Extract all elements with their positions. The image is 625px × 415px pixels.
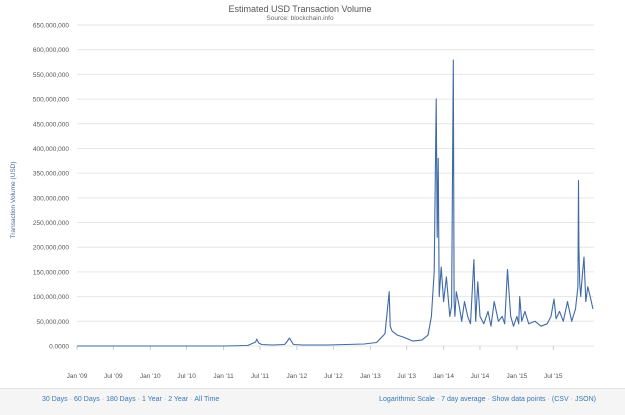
x-tick-label: Jan '13 [360,373,381,380]
separator: · [436,396,440,403]
y-tick-label: 600,000,000 [33,47,70,54]
y-tick-label: 550,000,000 [33,72,70,79]
y-tick-label: 50,000,000 [36,319,69,326]
x-tick-label: Jan '12 [286,373,307,380]
show-data-points-link[interactable]: Show data points [491,396,546,403]
range-2-year-link[interactable]: 2 Year [168,396,189,403]
range-all-time-link[interactable]: All Time [194,396,220,403]
transaction-volume-chart: Estimated USD Transaction Volume Source:… [10,4,594,380]
range-1-year-link[interactable]: 1 Year [141,396,162,403]
chart-container: Estimated USD Transaction Volume Source:… [10,4,594,380]
range-60-days-link[interactable]: 60 Days [74,396,100,403]
x-tick-label: Jul '14 [471,373,490,380]
x-tick-label: Jul '09 [104,373,123,380]
y-tick-label: 300,000,000 [33,195,70,202]
y-tick-label: 400,000,000 [33,146,70,153]
json-link[interactable]: JSON [574,396,594,403]
y-axis-label: Transaction Volume (USD) [10,161,17,238]
series-line [77,59,594,347]
y-tick-label: 200,000,000 [33,245,70,252]
y-tick-label: 450,000,000 [33,121,70,128]
x-tick-label: Jul '11 [251,373,269,380]
time-range-links: 30 Days · 60 Days · 180 Days · 1 Year · 2 Year · A… [42,396,219,403]
separator: · [570,396,573,403]
y-tick-label: 650,000,000 [33,23,70,30]
x-tick-label: Jan '14 [433,373,454,380]
logarithmic-scale-link[interactable]: Logarithmic Scale [379,396,435,403]
x-tick-label: Jul '10 [177,373,196,380]
x-tick-label: Jul '13 [397,373,416,380]
separator: · [137,396,140,403]
x-axis: Jan '09 Jul '09 Jan '10 Jul '10 Jan '11 Jul '… [67,346,563,380]
paren-open: ( [551,396,555,403]
separator: · [487,396,490,403]
y-tick-label: 350,000,000 [33,171,70,178]
chart-title: Estimated USD Transaction Volume [228,4,371,14]
y-tick-label: 150,000,000 [33,269,70,276]
y-tick-label: 500,000,000 [33,97,70,104]
separator: · [190,396,193,403]
csv-link[interactable]: CSV [554,396,569,403]
x-tick-label: Jul '15 [544,373,563,380]
range-30-days-link[interactable]: 30 Days [42,396,68,403]
y-tick-label: 0.0000 [49,344,69,351]
separator: · [69,396,73,403]
y-tick-label: 250,000,000 [33,220,70,227]
chart-footer: 30 Days · 60 Days · 180 Days · 1 Year · 2 Year · A… [0,388,625,415]
x-tick-label: Jan '10 [140,373,161,380]
separator: · [101,396,105,403]
x-tick-label: Jan '15 [507,373,528,380]
separator: · [547,396,550,403]
grid-lines [77,24,594,347]
x-tick-label: Jan '09 [67,373,88,380]
y-tick-label: 100,000,000 [33,294,70,301]
y-axis: 0.0000 50,000,000 100,000,000 150,000,000 20… [33,23,70,351]
separator: · [163,396,167,403]
x-tick-label: Jan '11 [213,373,234,380]
paren-close: ) [593,396,596,403]
chart-options-links: Logarithmic Scale · 7 day average · Show dat… [379,396,596,403]
x-tick-label: Jul '12 [324,373,343,380]
range-180-days-link[interactable]: 180 Days [106,396,136,403]
chart-subtitle: Source: blockchain.info [266,15,334,22]
seven-day-average-link[interactable]: 7 day average [441,396,486,403]
